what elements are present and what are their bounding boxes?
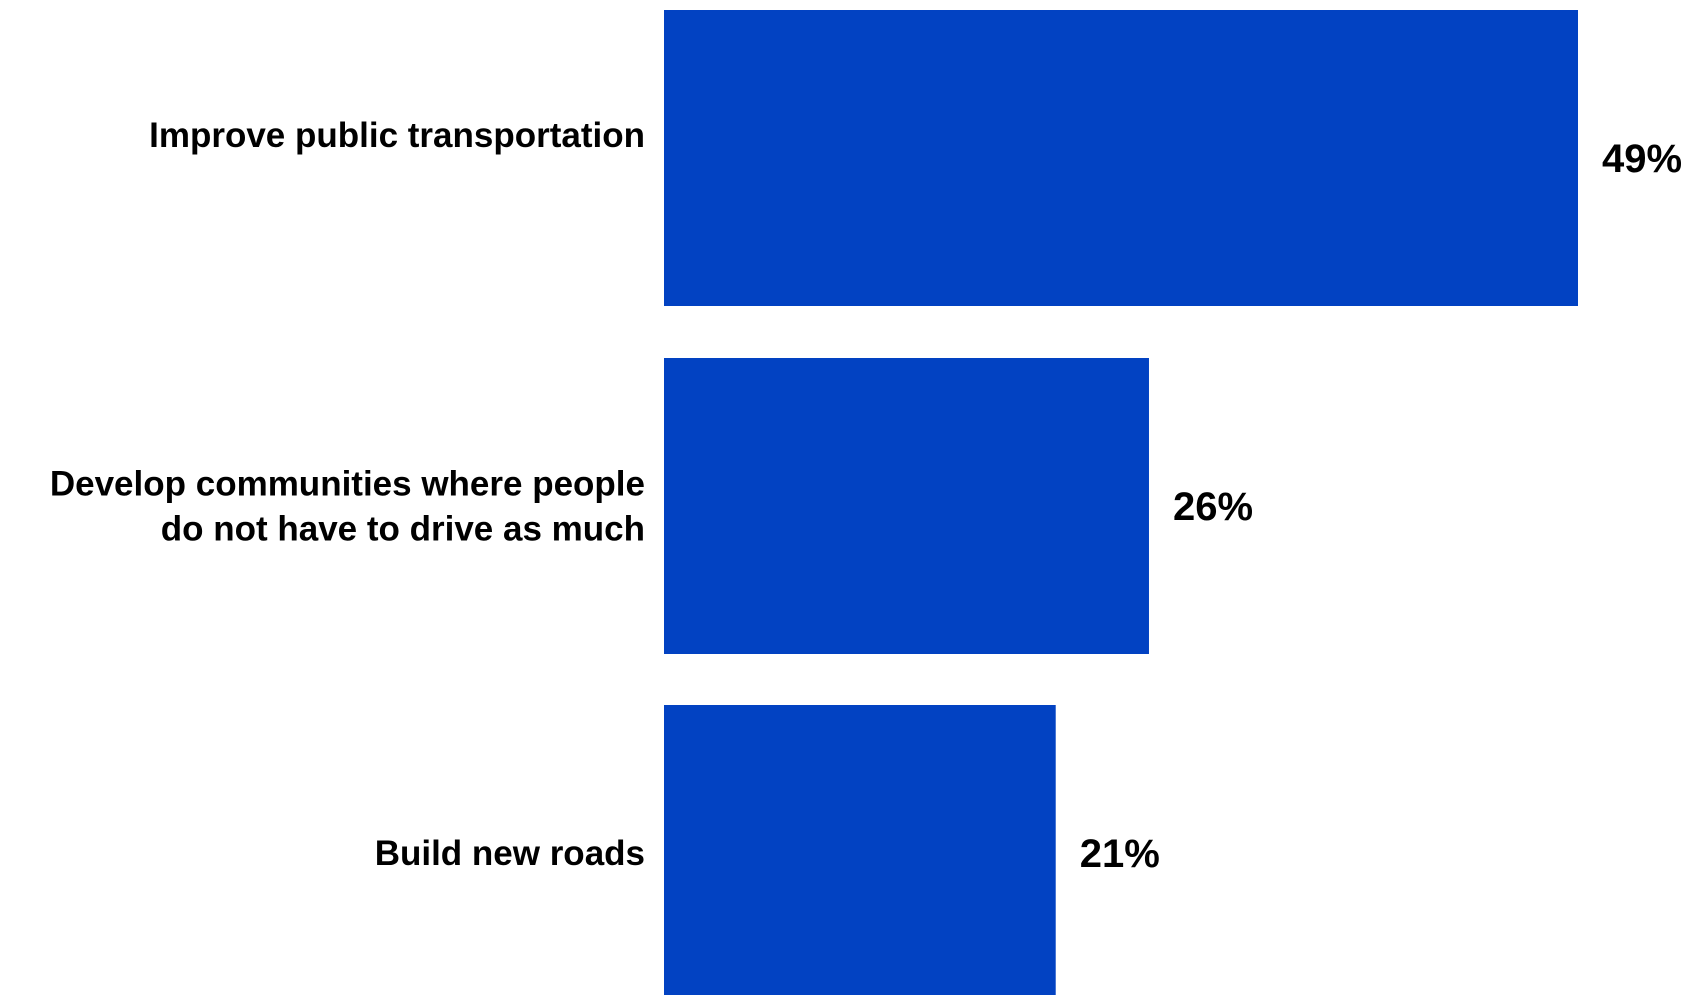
value-labels-group: 49% 26% 21%: [1080, 137, 1682, 876]
bar-1: [664, 10, 1578, 306]
category-label-line: Improve public transportation: [149, 116, 645, 155]
bars-group: [664, 10, 1578, 995]
value-label-1: 49%: [1602, 137, 1682, 181]
category-label-line: do not have to drive as much: [161, 510, 645, 549]
category-label-3: Build new roads: [375, 834, 645, 873]
category-label-line: Build new roads: [375, 834, 645, 873]
value-label-2: 26%: [1173, 485, 1253, 529]
category-labels-group: Improve public transportation Develop com…: [50, 116, 645, 873]
value-label-3: 21%: [1080, 832, 1160, 876]
category-label-line: Develop communities where people: [50, 465, 645, 504]
category-label-2: Develop communities where people do not h…: [50, 465, 645, 549]
category-label-1: Improve public transportation: [149, 116, 645, 155]
bar-2: [664, 358, 1149, 654]
bar-3: [664, 705, 1056, 995]
